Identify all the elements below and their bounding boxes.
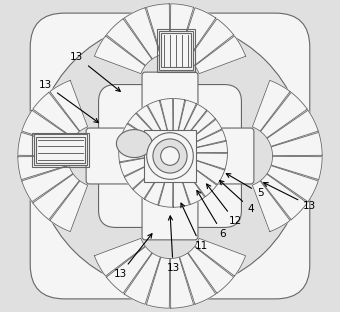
Polygon shape bbox=[182, 104, 207, 137]
Polygon shape bbox=[33, 174, 80, 220]
Polygon shape bbox=[195, 36, 245, 74]
Bar bbox=[36, 137, 85, 163]
Bar bbox=[157, 29, 195, 71]
Bar bbox=[162, 33, 191, 67]
Bar bbox=[34, 134, 87, 165]
Polygon shape bbox=[119, 136, 154, 151]
Polygon shape bbox=[189, 159, 225, 184]
Circle shape bbox=[35, 21, 305, 291]
Polygon shape bbox=[18, 132, 69, 156]
Polygon shape bbox=[170, 257, 193, 308]
Polygon shape bbox=[271, 132, 322, 156]
FancyBboxPatch shape bbox=[142, 184, 198, 240]
Circle shape bbox=[161, 147, 179, 165]
Polygon shape bbox=[160, 99, 173, 133]
FancyBboxPatch shape bbox=[198, 128, 254, 184]
Text: 13: 13 bbox=[39, 80, 98, 123]
Polygon shape bbox=[193, 141, 227, 153]
Polygon shape bbox=[33, 92, 80, 138]
Bar bbox=[32, 133, 89, 167]
Bar bbox=[143, 129, 197, 183]
Polygon shape bbox=[136, 105, 163, 138]
Polygon shape bbox=[186, 111, 215, 140]
Polygon shape bbox=[260, 92, 307, 138]
Polygon shape bbox=[195, 238, 245, 276]
Polygon shape bbox=[178, 100, 196, 134]
Polygon shape bbox=[271, 156, 322, 180]
FancyBboxPatch shape bbox=[30, 13, 310, 299]
Polygon shape bbox=[22, 110, 73, 146]
Polygon shape bbox=[192, 153, 227, 169]
Text: 13: 13 bbox=[167, 216, 180, 273]
Polygon shape bbox=[173, 172, 189, 207]
Polygon shape bbox=[180, 253, 216, 304]
Text: 5: 5 bbox=[226, 173, 264, 198]
FancyBboxPatch shape bbox=[86, 128, 142, 184]
Polygon shape bbox=[18, 156, 69, 180]
Text: 13: 13 bbox=[70, 51, 120, 91]
Text: 4: 4 bbox=[220, 180, 254, 214]
Polygon shape bbox=[106, 19, 152, 66]
Polygon shape bbox=[188, 19, 234, 66]
Polygon shape bbox=[267, 166, 318, 202]
Polygon shape bbox=[124, 162, 158, 189]
Text: 6: 6 bbox=[197, 191, 226, 239]
Polygon shape bbox=[158, 172, 173, 207]
Polygon shape bbox=[106, 246, 152, 293]
Polygon shape bbox=[147, 257, 170, 308]
Text: 12: 12 bbox=[207, 184, 242, 226]
Ellipse shape bbox=[116, 129, 152, 158]
Polygon shape bbox=[252, 80, 290, 131]
Polygon shape bbox=[173, 99, 185, 133]
Polygon shape bbox=[191, 130, 226, 148]
Polygon shape bbox=[124, 253, 160, 304]
Polygon shape bbox=[180, 169, 205, 204]
Polygon shape bbox=[180, 8, 216, 59]
Polygon shape bbox=[252, 181, 290, 232]
Polygon shape bbox=[119, 149, 153, 162]
Bar bbox=[159, 31, 193, 70]
Polygon shape bbox=[267, 110, 318, 146]
Polygon shape bbox=[50, 80, 88, 131]
Polygon shape bbox=[95, 238, 145, 276]
Polygon shape bbox=[120, 157, 155, 176]
Polygon shape bbox=[148, 100, 168, 135]
Polygon shape bbox=[124, 8, 160, 59]
Text: 13: 13 bbox=[114, 234, 152, 279]
Polygon shape bbox=[128, 113, 159, 142]
Polygon shape bbox=[189, 119, 222, 144]
Polygon shape bbox=[22, 166, 73, 202]
Polygon shape bbox=[170, 4, 193, 55]
Circle shape bbox=[147, 133, 193, 179]
Polygon shape bbox=[147, 4, 170, 55]
FancyBboxPatch shape bbox=[142, 72, 198, 128]
Polygon shape bbox=[185, 165, 217, 197]
Circle shape bbox=[153, 139, 187, 173]
Polygon shape bbox=[260, 174, 307, 220]
Polygon shape bbox=[145, 170, 167, 205]
Polygon shape bbox=[188, 246, 234, 293]
Polygon shape bbox=[122, 124, 156, 146]
FancyBboxPatch shape bbox=[99, 85, 241, 227]
Text: 13: 13 bbox=[264, 183, 317, 211]
Polygon shape bbox=[50, 181, 88, 232]
Text: 11: 11 bbox=[181, 203, 208, 251]
Polygon shape bbox=[133, 167, 162, 199]
Polygon shape bbox=[95, 36, 145, 74]
